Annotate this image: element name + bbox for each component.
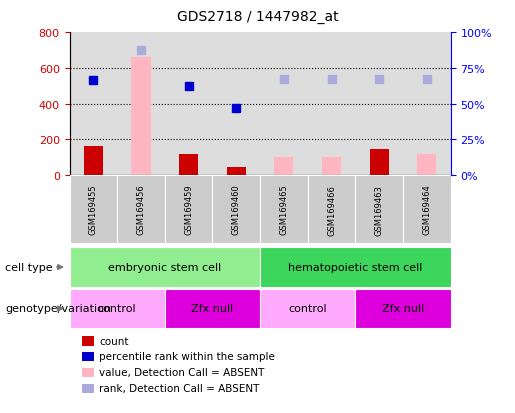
Bar	[165, 176, 212, 244]
Bar	[227, 168, 246, 176]
Bar	[70, 248, 260, 287]
Text: GSM169463: GSM169463	[375, 184, 384, 235]
Bar	[82, 337, 94, 346]
Text: hematopoietic stem cell: hematopoietic stem cell	[288, 262, 422, 273]
Bar	[117, 176, 165, 244]
Text: GDS2718 / 1447982_at: GDS2718 / 1447982_at	[177, 10, 338, 24]
Bar	[307, 176, 355, 244]
Text: count: count	[99, 336, 128, 346]
Text: cell type: cell type	[5, 262, 53, 273]
Bar	[417, 155, 436, 176]
Bar	[84, 147, 103, 176]
Bar	[355, 176, 403, 244]
Bar	[131, 58, 150, 176]
Bar	[370, 150, 389, 176]
Text: GSM169464: GSM169464	[422, 184, 431, 235]
Text: GSM169460: GSM169460	[232, 184, 241, 235]
Bar	[355, 289, 451, 328]
Bar	[165, 289, 260, 328]
Text: genotype/variation: genotype/variation	[5, 304, 111, 314]
Bar	[82, 384, 94, 393]
Bar	[403, 176, 451, 244]
Text: Zfx null: Zfx null	[382, 304, 424, 314]
Bar	[260, 176, 308, 244]
Text: GSM169455: GSM169455	[89, 184, 98, 235]
Bar	[212, 176, 260, 244]
Text: GSM169466: GSM169466	[327, 184, 336, 235]
Bar	[179, 154, 198, 176]
Bar	[82, 352, 94, 361]
Bar	[322, 158, 341, 176]
Text: control: control	[288, 304, 327, 314]
Bar	[70, 289, 165, 328]
Text: GSM169459: GSM169459	[184, 184, 193, 235]
Text: embryonic stem cell: embryonic stem cell	[108, 262, 221, 273]
Bar	[82, 368, 94, 377]
Bar	[274, 158, 294, 176]
Text: value, Detection Call = ABSENT: value, Detection Call = ABSENT	[99, 367, 264, 377]
Bar	[260, 289, 355, 328]
Bar	[70, 176, 117, 244]
Text: percentile rank within the sample: percentile rank within the sample	[99, 351, 275, 361]
Text: GSM169456: GSM169456	[136, 184, 145, 235]
Text: GSM169465: GSM169465	[280, 184, 288, 235]
Text: rank, Detection Call = ABSENT: rank, Detection Call = ABSENT	[99, 383, 259, 393]
Text: Zfx null: Zfx null	[191, 304, 234, 314]
Text: control: control	[98, 304, 136, 314]
Bar	[260, 248, 451, 287]
